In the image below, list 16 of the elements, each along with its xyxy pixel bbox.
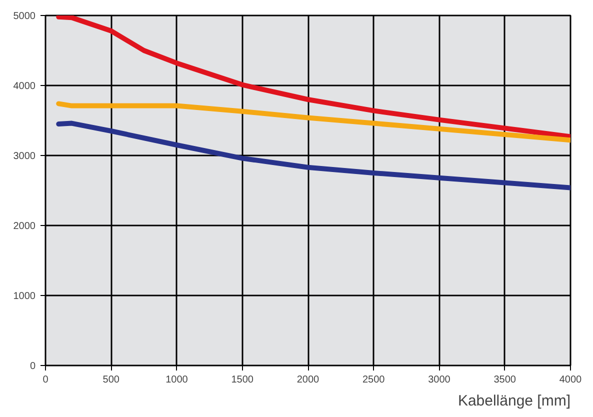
x-tick-label: 2500 [362, 374, 386, 386]
x-tick-label: 500 [102, 374, 120, 386]
x-tick-label: 4000 [559, 374, 582, 386]
x-tick-label: 3500 [494, 374, 516, 386]
y-tick-label: 2000 [13, 221, 36, 232]
x-tick-label: 3000 [428, 374, 451, 386]
x-tick-label: 1000 [166, 374, 188, 386]
x-tick-label: 2000 [296, 374, 320, 386]
y-tick-label: 3000 [13, 151, 36, 162]
x-axis-title: Kabellänge [mm] [458, 392, 571, 410]
y-tick-label: 1000 [13, 291, 36, 302]
x-tick-label: 1500 [231, 374, 254, 386]
y-tick-label: 0 [30, 361, 36, 372]
y-tick-label: 4000 [13, 81, 36, 92]
x-tick-label: 0 [42, 374, 49, 386]
y-tick-label: 5000 [13, 11, 36, 22]
